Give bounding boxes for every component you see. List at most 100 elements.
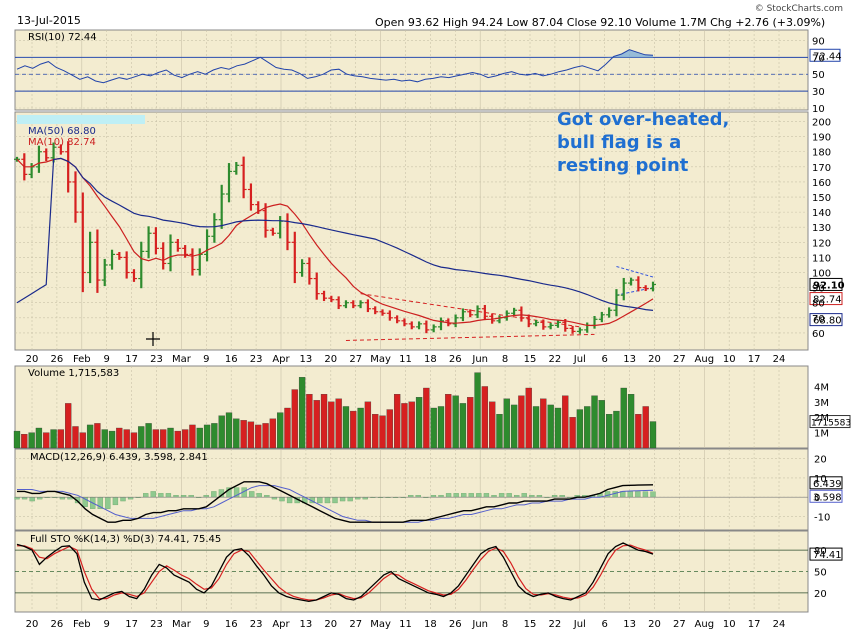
volume-bar	[357, 407, 364, 449]
macd-line	[17, 481, 654, 523]
volume-current-box	[809, 415, 851, 429]
macd-histogram-bar	[29, 497, 35, 502]
macd-histogram-bar	[112, 497, 119, 506]
x-tick-label: 9	[203, 354, 209, 365]
price-bar	[503, 310, 510, 321]
volume-bar	[284, 407, 291, 449]
price-bar	[540, 319, 547, 330]
price-bar	[416, 321, 423, 330]
x-tick-label: 15	[524, 354, 537, 365]
volume-bar	[123, 429, 130, 449]
price-bar	[474, 305, 481, 319]
ma10-line	[16, 157, 654, 327]
volume-bar	[554, 407, 562, 449]
price-bar	[247, 183, 254, 211]
volume-bar	[21, 434, 28, 449]
price-tick-label: 90	[812, 284, 825, 295]
sto-current-label: 74.41	[813, 550, 842, 561]
macd-histogram-bar	[317, 497, 323, 504]
price-bar	[204, 229, 211, 262]
price-bar	[650, 281, 656, 292]
volume-bar	[452, 395, 459, 449]
stochastic-plot: 74.41	[15, 542, 843, 603]
x-tick-label-bottom: 23	[150, 619, 163, 630]
volume-bar	[489, 401, 496, 449]
x-tick-label: 27	[673, 354, 686, 365]
x-tick-label: 16	[225, 354, 238, 365]
price-bar	[438, 317, 444, 331]
volume-bar	[28, 432, 35, 449]
x-tick-label-bottom: Jun	[471, 619, 488, 630]
x-tick-label: 23	[250, 354, 263, 365]
volume-bar	[57, 429, 65, 449]
x-tick-label: Apr	[272, 354, 290, 365]
grid-lines	[15, 30, 808, 612]
price-bar	[233, 162, 240, 175]
volume-bar	[145, 423, 152, 449]
price-bar	[299, 259, 306, 277]
x-tick-label: May	[370, 354, 391, 365]
volume-bar	[379, 415, 386, 449]
x-tick-label-bottom: 17	[125, 619, 138, 630]
volume-bar	[569, 417, 576, 449]
price-bar	[423, 320, 430, 334]
macd-histogram-bar	[498, 493, 505, 498]
price-last-label: 92.10	[813, 280, 845, 291]
x-tick-label: Jul	[573, 354, 586, 365]
volume-bar	[401, 403, 408, 449]
price-bar	[313, 272, 320, 300]
x-tick-label: 26	[51, 354, 64, 365]
price-bar	[386, 310, 393, 321]
ma50-legend: MA(50) 68.80	[28, 126, 96, 137]
price-bar	[152, 227, 159, 255]
price-bar	[606, 307, 613, 318]
macd-histogram-bar	[105, 497, 111, 509]
sto-tick-label: 80	[814, 546, 827, 557]
price-bar	[576, 327, 583, 334]
x-tick-label: 23	[150, 354, 163, 365]
macd-histogram-bar	[627, 491, 633, 498]
volume-bar	[196, 427, 203, 449]
price-bar	[342, 300, 349, 309]
macd-histogram-bar	[150, 491, 156, 498]
price-bar	[218, 184, 225, 229]
volume-bar	[459, 403, 467, 449]
macd-histogram-bar	[453, 493, 459, 498]
volume-tick-label: 3M	[814, 398, 829, 409]
price-bar	[379, 309, 386, 316]
volume-bar	[372, 414, 379, 449]
price-last-box	[809, 277, 843, 291]
volume-bar	[291, 389, 298, 449]
price-bar	[43, 148, 50, 162]
macd-tick-label: 0	[814, 493, 820, 504]
price-bar	[167, 234, 174, 272]
macd-current-box	[809, 476, 843, 490]
volume-bar	[211, 423, 218, 449]
price-bar	[357, 300, 364, 309]
volume-bar	[576, 409, 584, 449]
volume-bar	[138, 426, 145, 449]
price-bar	[459, 308, 466, 322]
x-tick-label-bottom: 13	[623, 619, 636, 630]
price-bar	[642, 285, 649, 292]
volume-bar	[408, 401, 415, 449]
volume-bar	[445, 394, 452, 449]
price-bar	[226, 163, 232, 203]
volume-bar	[525, 387, 532, 449]
price-bar	[430, 324, 437, 333]
price-bar	[94, 229, 101, 293]
sto-k-line	[16, 542, 654, 603]
volume-bar	[277, 412, 284, 449]
rsi-tick-label: 90	[812, 36, 825, 47]
x-tick-label-bottom: 9	[203, 619, 209, 630]
macd-histogram-bar	[445, 493, 452, 498]
x-tick-label-bottom: 8	[502, 619, 508, 630]
volume-bar	[130, 432, 138, 449]
x-tick-label-bottom: 23	[250, 619, 263, 630]
volume-bar	[532, 406, 540, 449]
price-last-label: 82.74	[813, 295, 842, 306]
x-tick-label: 24	[773, 354, 786, 365]
volume-bar	[101, 429, 108, 449]
volume-bar	[342, 406, 350, 449]
rsi-line	[16, 49, 654, 84]
